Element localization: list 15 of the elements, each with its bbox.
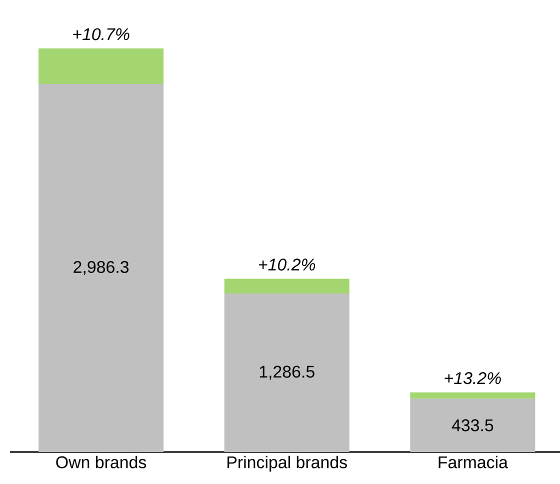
annotation: +10.2%	[258, 258, 316, 271]
bar	[38, 84, 164, 452]
bar	[38, 48, 164, 84]
data-label: 1,286.5	[260, 366, 314, 380]
data-label: 433.5	[452, 419, 494, 432]
annotation: +10.7%	[73, 28, 130, 40]
bar	[410, 398, 536, 452]
x-tick-label: Principal brands	[228, 456, 347, 472]
x-tick-label: Own brands	[56, 456, 146, 468]
bar	[410, 392, 536, 399]
x-tick-label: Farmacia	[438, 456, 508, 468]
data-label: 2,986.3	[74, 261, 129, 275]
bar	[224, 293, 350, 452]
annotation: +13.2%	[444, 372, 501, 384]
bar	[224, 278, 350, 294]
